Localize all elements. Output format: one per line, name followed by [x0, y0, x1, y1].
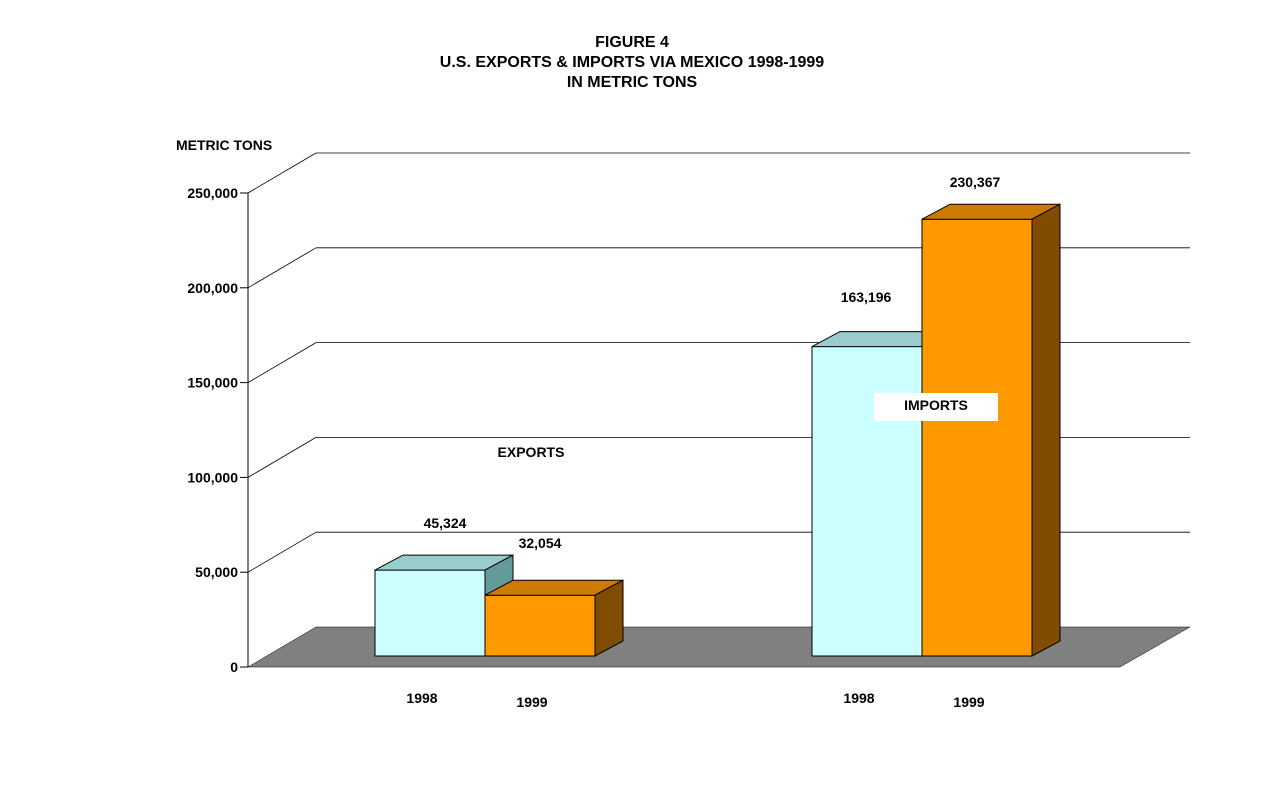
- y-tick-label: 100,000: [187, 469, 238, 485]
- group-label: IMPORTS: [904, 397, 968, 413]
- data-label: 163,196: [841, 289, 892, 305]
- data-labels: 45,324 32,054 EXPORTS 163,196 230,367 IMPORTS: [424, 174, 1001, 551]
- x-tick-label: 1999: [953, 694, 984, 710]
- chart-title-line: U.S. EXPORTS & IMPORTS VIA MEXICO 1998-1…: [440, 54, 825, 71]
- data-label: 45,324: [424, 515, 467, 531]
- y-axis-title: METRIC TONS: [176, 137, 272, 153]
- grid-diagonal: [247, 531, 317, 573]
- chart-title-line: IN METRIC TONS: [567, 74, 698, 91]
- y-tick-label: 0: [230, 659, 238, 675]
- bar-front: [921, 218, 1033, 657]
- x-tick-label: 1998: [843, 690, 874, 706]
- y-tick-label: 150,000: [187, 375, 238, 391]
- bar-front: [374, 569, 486, 657]
- group-label: EXPORTS: [498, 444, 565, 460]
- grid-diagonal: [247, 342, 317, 383]
- chart-title: FIGURE 4 U.S. EXPORTS & IMPORTS VIA MEXIC…: [440, 34, 825, 91]
- chart-title-line: FIGURE 4: [595, 34, 669, 51]
- group-label-box: [874, 393, 998, 421]
- y-tick-label: 50,000: [195, 564, 238, 580]
- grid-diagonal: [247, 247, 317, 289]
- y-tick-label: 200,000: [187, 280, 238, 296]
- data-label: 32,054: [519, 535, 562, 551]
- data-label: 230,367: [950, 174, 1001, 190]
- x-tick-label: 1999: [516, 694, 547, 710]
- y-axis-label: METRIC TONS: [176, 137, 272, 153]
- x-axis: 1998 1999 1998 1999: [406, 690, 984, 710]
- bar-front: [811, 346, 923, 657]
- grid-diagonal: [247, 437, 317, 478]
- y-tick-label: 250,000: [187, 185, 238, 201]
- grid-diagonal: [247, 152, 317, 194]
- bar-front: [484, 594, 596, 657]
- bar-side: [594, 579, 624, 657]
- y-axis: 0 50,000 100,000 150,000 200,000 250,000: [187, 185, 249, 675]
- bar-side: [1031, 203, 1061, 657]
- bars: [374, 203, 1061, 657]
- x-tick-label: 1998: [406, 690, 437, 706]
